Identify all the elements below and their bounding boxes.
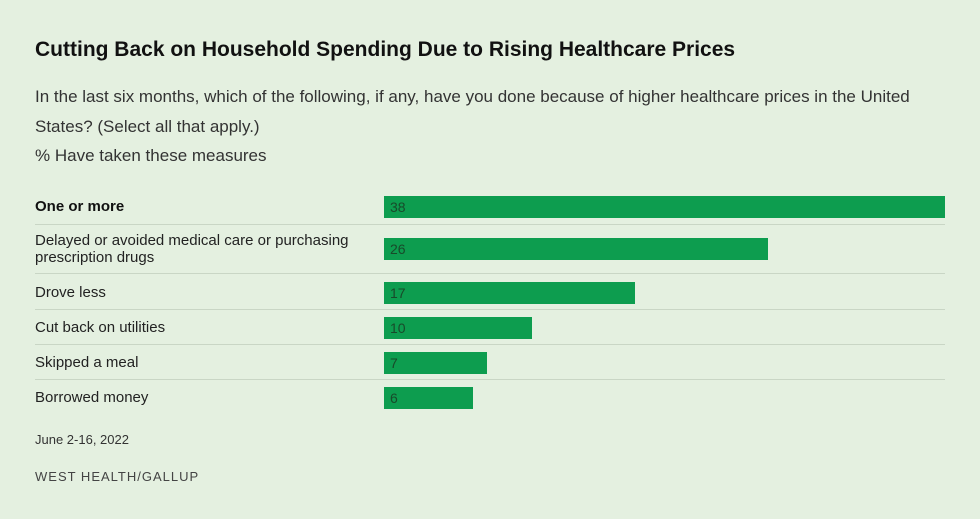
- bar-value-label: 38: [390, 199, 406, 215]
- bar: 26: [384, 238, 768, 260]
- source-label: WEST HEALTH/GALLUP: [35, 469, 200, 484]
- bar: 38: [384, 196, 945, 218]
- measure-label: % Have taken these measures: [35, 146, 267, 165]
- bar-value-label: 26: [390, 241, 406, 257]
- bar-value-label: 17: [390, 285, 406, 301]
- category-label: Delayed or avoided medical care or purch…: [35, 232, 349, 266]
- category-label: One or more: [35, 198, 125, 215]
- survey-date: June 2-16, 2022: [35, 432, 129, 447]
- bar-value-label: 7: [390, 355, 398, 371]
- bar-row: Drove less 17: [35, 276, 945, 310]
- bar-value-label: 6: [390, 390, 398, 406]
- bar-row: Cut back on utilities 10: [35, 311, 945, 345]
- bar-row: Delayed or avoided medical care or purch…: [35, 228, 945, 274]
- category-label: Drove less: [35, 284, 106, 301]
- bar-value-label: 10: [390, 320, 406, 336]
- bar: 7: [384, 352, 488, 374]
- chart-subtitle: In the last six months, which of the fol…: [35, 87, 910, 136]
- bar-row: One or more 38: [35, 193, 945, 225]
- bar: 17: [384, 282, 635, 304]
- bar-row: Borrowed money 6: [35, 381, 945, 415]
- chart-title: Cutting Back on Household Spending Due t…: [35, 38, 736, 61]
- category-label: Borrowed money: [35, 389, 149, 406]
- bar: 10: [384, 317, 532, 339]
- bar-row: Skipped a meal 7: [35, 346, 945, 380]
- category-label: Cut back on utilities: [35, 319, 166, 336]
- category-label: Skipped a meal: [35, 354, 139, 371]
- bar: 6: [384, 387, 473, 409]
